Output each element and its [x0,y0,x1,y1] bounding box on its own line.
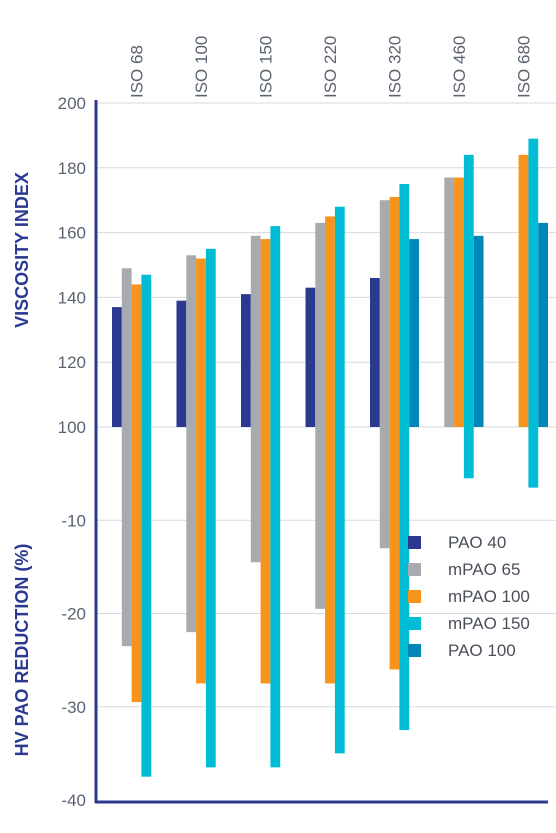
y-tick-label-bottom: -20 [61,605,86,624]
bar-vi [325,216,335,427]
bar-vi [141,274,152,427]
legend-label: mPAO 150 [448,614,530,633]
bar-reduction [379,427,390,549]
bar-vi [389,196,400,427]
bar-reduction [205,427,216,768]
bar-reduction [315,427,326,609]
y-tick-label-top: 120 [58,353,86,372]
bar-reduction [389,427,400,670]
bar-vi [186,255,197,427]
category-label: ISO 150 [257,36,276,98]
category-labels: ISO 68 ISO 100 ISO 150 ISO 220 ISO 320 ISO 46… [128,36,534,98]
bar-vi [370,277,380,427]
y-tick-label-bottom: -30 [61,698,86,717]
bar-vi [205,248,216,427]
bar-vi [121,268,132,427]
y-tick-label-bottom: -40 [61,791,86,810]
bar-vi [399,184,410,427]
bar-vi [379,200,390,427]
bar-vi [315,222,326,427]
y-tick-label-top: 180 [58,159,86,178]
bar-vi [305,287,316,427]
bar-vi [250,235,261,427]
bar-vi [409,239,419,427]
bar-reduction [186,427,197,633]
legend-swatch [408,563,421,576]
bar-reduction [334,427,345,754]
y-axis-label-top: VISCOSITY INDEX [12,172,32,328]
bar-reduction [463,427,474,479]
bars [112,138,548,777]
bar-vi [112,307,122,427]
category-label: ISO 68 [128,45,147,98]
bar-vi [131,284,142,427]
category-label: ISO 460 [450,36,469,98]
category-label: ISO 320 [386,36,405,98]
legend-label: mPAO 65 [448,560,520,579]
bar-reduction [141,427,152,777]
y-tick-label-top: 140 [58,288,86,307]
category-label: ISO 100 [192,36,211,98]
bar-vi [196,258,206,427]
category-label: ISO 680 [515,36,534,98]
y-tick-label-bottom: -10 [61,511,86,530]
legend-label: PAO 40 [448,533,506,552]
bar-vi [538,222,548,427]
bar-reduction [131,427,142,703]
bar-vi [473,235,484,427]
bar-reduction [121,427,132,647]
legend-swatch [408,590,421,603]
y-tick-label-top: 200 [58,94,86,113]
legend-swatch [408,617,421,630]
bar-vi [270,226,281,427]
legend-swatch [408,644,421,657]
bar-reduction [250,427,261,563]
bar-vi [176,300,187,427]
legend-label: PAO 100 [448,641,516,660]
bar-reduction [399,427,410,731]
category-label: ISO 220 [321,36,340,98]
legend-label: mPAO 100 [448,587,530,606]
bar-vi [528,138,539,427]
legend: PAO 40 mPAO 65 mPAO 100 mPAO 150 PAO 100 [408,533,530,660]
bar-reduction [270,427,281,768]
bar-vi [454,177,464,427]
legend-swatch [408,536,421,549]
bar-reduction [260,427,271,684]
y-tick-label-top: 100 [58,418,86,437]
tick-labels: 200 180 160 140 120 100 -10 -20 -30 -40 [58,94,86,810]
bar-reduction [196,427,206,684]
bar-vi [260,239,271,427]
bar-vi [518,154,529,427]
bar-vi [241,294,251,427]
bar-reduction [528,427,539,488]
axes [94,100,548,804]
bar-vi [444,177,455,427]
y-tick-label-top: 160 [58,224,86,243]
y-axis-label-bottom: HV PAO REDUCTION (%) [12,544,32,757]
bar-vi [334,206,345,427]
bar-reduction [325,427,335,684]
bar-vi [463,154,474,427]
